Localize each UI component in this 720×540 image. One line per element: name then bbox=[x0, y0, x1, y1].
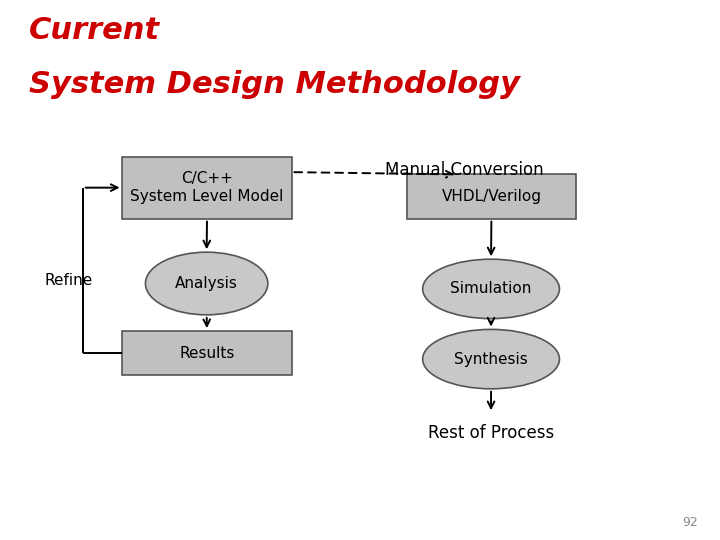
Ellipse shape bbox=[145, 252, 268, 315]
Text: Refine: Refine bbox=[44, 273, 93, 288]
Text: 92: 92 bbox=[683, 516, 698, 529]
Text: Rest of Process: Rest of Process bbox=[428, 424, 554, 442]
Text: VHDL/Verilog: VHDL/Verilog bbox=[441, 189, 541, 204]
Text: Analysis: Analysis bbox=[175, 276, 238, 291]
FancyBboxPatch shape bbox=[122, 331, 292, 375]
FancyBboxPatch shape bbox=[407, 174, 576, 219]
Text: Synthesis: Synthesis bbox=[454, 352, 528, 367]
Text: Results: Results bbox=[179, 346, 235, 361]
Text: Current: Current bbox=[29, 16, 160, 45]
FancyBboxPatch shape bbox=[122, 157, 292, 219]
Text: Simulation: Simulation bbox=[450, 281, 532, 296]
Ellipse shape bbox=[423, 329, 559, 389]
Text: System Design Methodology: System Design Methodology bbox=[29, 70, 520, 99]
Ellipse shape bbox=[423, 259, 559, 319]
Text: Manual Conversion: Manual Conversion bbox=[385, 161, 544, 179]
Text: C/C++
System Level Model: C/C++ System Level Model bbox=[130, 172, 284, 204]
